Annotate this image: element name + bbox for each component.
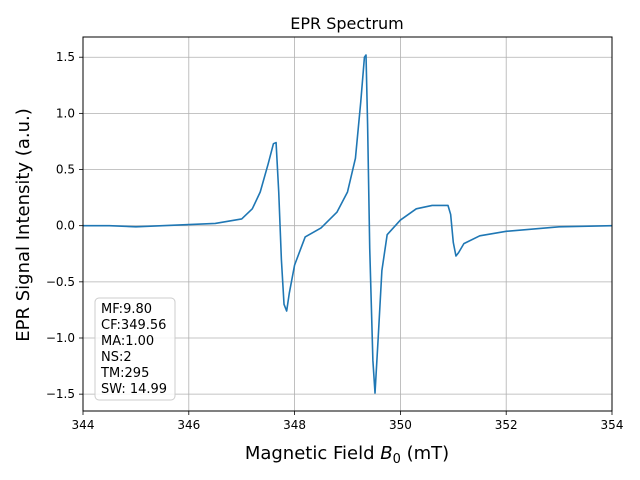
- x-tick-label: 346: [177, 418, 200, 432]
- y-tick-label: 0.5: [56, 163, 75, 177]
- plot-frame: [82, 36, 613, 412]
- info-line: MF:9.80: [101, 302, 152, 317]
- line-layer: [83, 54, 613, 394]
- x-axis-label-symbol: B: [380, 443, 392, 464]
- x-tick-label: 344: [72, 418, 95, 432]
- info-box: MF:9.80 CF:349.56 MA:1.00 NS:2 TM:295 SW…: [94, 297, 176, 401]
- y-tick-label: 0.0: [56, 219, 75, 233]
- x-axis-label: Magnetic Field B0 (mT): [245, 443, 449, 467]
- y-tick-label: 1.5: [56, 50, 75, 64]
- x-tick-label: 350: [389, 418, 412, 432]
- y-axis-label: EPR Signal Intensity (a.u.): [13, 108, 34, 341]
- y-tick-label: 1.0: [56, 106, 75, 120]
- y-tick-label: −1.5: [46, 387, 75, 401]
- x-axis-label-subscript: 0: [393, 452, 401, 467]
- info-box-frame: [94, 297, 176, 401]
- series-line: [83, 54, 613, 394]
- chart-title: EPR Spectrum: [290, 14, 404, 33]
- x-tick-label: 354: [601, 418, 624, 432]
- x-tick-label: 352: [495, 418, 518, 432]
- x-tick-label: 348: [283, 418, 306, 432]
- info-line: SW: 14.99: [101, 382, 167, 397]
- info-line: TM:295: [100, 366, 149, 381]
- info-line: CF:349.56: [101, 318, 166, 333]
- tick-layer: 344 346 348 350 352 354 −1.5 −1.0 −0.5 0.0 0.5 1.0 1…: [46, 50, 624, 432]
- y-tick-label: −0.5: [46, 275, 75, 289]
- x-axis-label-unit: (mT): [401, 443, 449, 464]
- y-tick-label: −1.0: [46, 331, 75, 345]
- x-axis-label-main: Magnetic Field: [245, 443, 380, 464]
- info-line: MA:1.00: [101, 334, 154, 349]
- info-line: NS:2: [101, 350, 132, 365]
